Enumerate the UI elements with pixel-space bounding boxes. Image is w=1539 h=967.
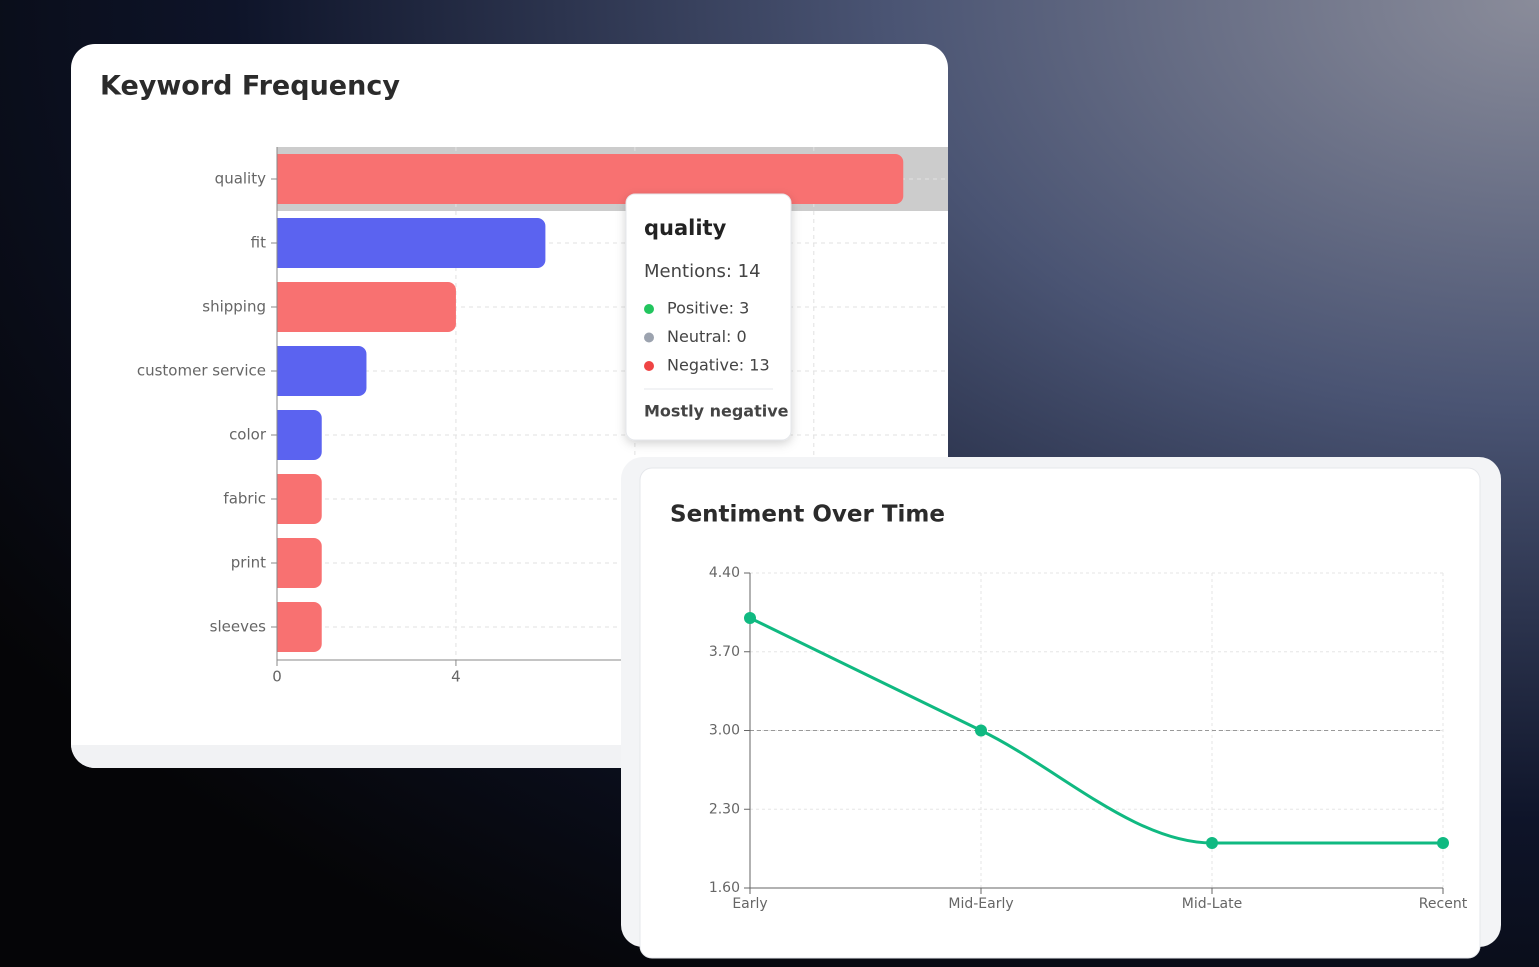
y-tick-label: 3.00 bbox=[709, 723, 740, 739]
bar bbox=[277, 282, 456, 332]
category-label: shipping bbox=[202, 298, 266, 316]
card-inner bbox=[639, 467, 1481, 959]
bar bbox=[277, 218, 546, 268]
tooltip-mentions: Mentions: 14 bbox=[644, 261, 761, 282]
bar bbox=[277, 538, 322, 588]
bar bbox=[277, 410, 322, 460]
category-label: sleeves bbox=[210, 618, 267, 636]
legend-dot bbox=[644, 361, 654, 371]
bar bbox=[277, 346, 367, 396]
keyword-card: Keyword Frequency04812qualityfitshipping… bbox=[71, 44, 948, 768]
x-tick-label: Mid-Early bbox=[948, 896, 1013, 912]
x-tick-label: 0 bbox=[272, 668, 282, 686]
category-label: fit bbox=[251, 234, 266, 252]
chart-title: Sentiment Over Time bbox=[670, 502, 945, 528]
category-label: print bbox=[231, 554, 266, 572]
category-label: quality bbox=[215, 170, 266, 188]
tooltip: quality Mentions: 14 Positive: 3 Neutral: 0… bbox=[625, 193, 792, 441]
tooltip-item: Neutral: 0 bbox=[667, 327, 747, 346]
tooltip-title: quality bbox=[644, 216, 727, 240]
legend-dot bbox=[644, 304, 654, 314]
line bbox=[749, 616, 1443, 845]
bar bbox=[277, 602, 322, 652]
category-label: customer service bbox=[137, 362, 266, 380]
point bbox=[975, 724, 987, 737]
x-tick-label: 4 bbox=[451, 668, 461, 686]
tooltip-item: Positive: 3 bbox=[667, 299, 749, 318]
bar bbox=[277, 474, 322, 524]
bar bbox=[277, 154, 904, 204]
tooltip-box bbox=[625, 193, 792, 441]
category-label: fabric bbox=[223, 490, 266, 508]
y-tick-label: 3.70 bbox=[709, 644, 740, 660]
tooltip-item: Negative: 13 bbox=[667, 356, 770, 375]
category-label: color bbox=[229, 426, 267, 444]
point bbox=[1206, 837, 1218, 849]
legend-dot bbox=[644, 332, 654, 343]
point bbox=[744, 612, 756, 624]
y-tick-label: 1.60 bbox=[709, 880, 740, 896]
x-tick-label: Recent bbox=[1419, 896, 1468, 912]
tooltip-summary: Mostly negative bbox=[644, 402, 789, 421]
point bbox=[1437, 837, 1449, 849]
sentiment-card: Sentiment Over Time Early Mid-Early Mid-Lat… bbox=[621, 457, 1501, 959]
x-tick-label: Mid-Late bbox=[1182, 896, 1242, 912]
y-tick-label: 2.30 bbox=[709, 801, 740, 817]
y-tick-label: 4.40 bbox=[709, 565, 740, 581]
x-tick-label: Early bbox=[732, 896, 767, 912]
chart-title: Keyword Frequency bbox=[100, 71, 400, 102]
